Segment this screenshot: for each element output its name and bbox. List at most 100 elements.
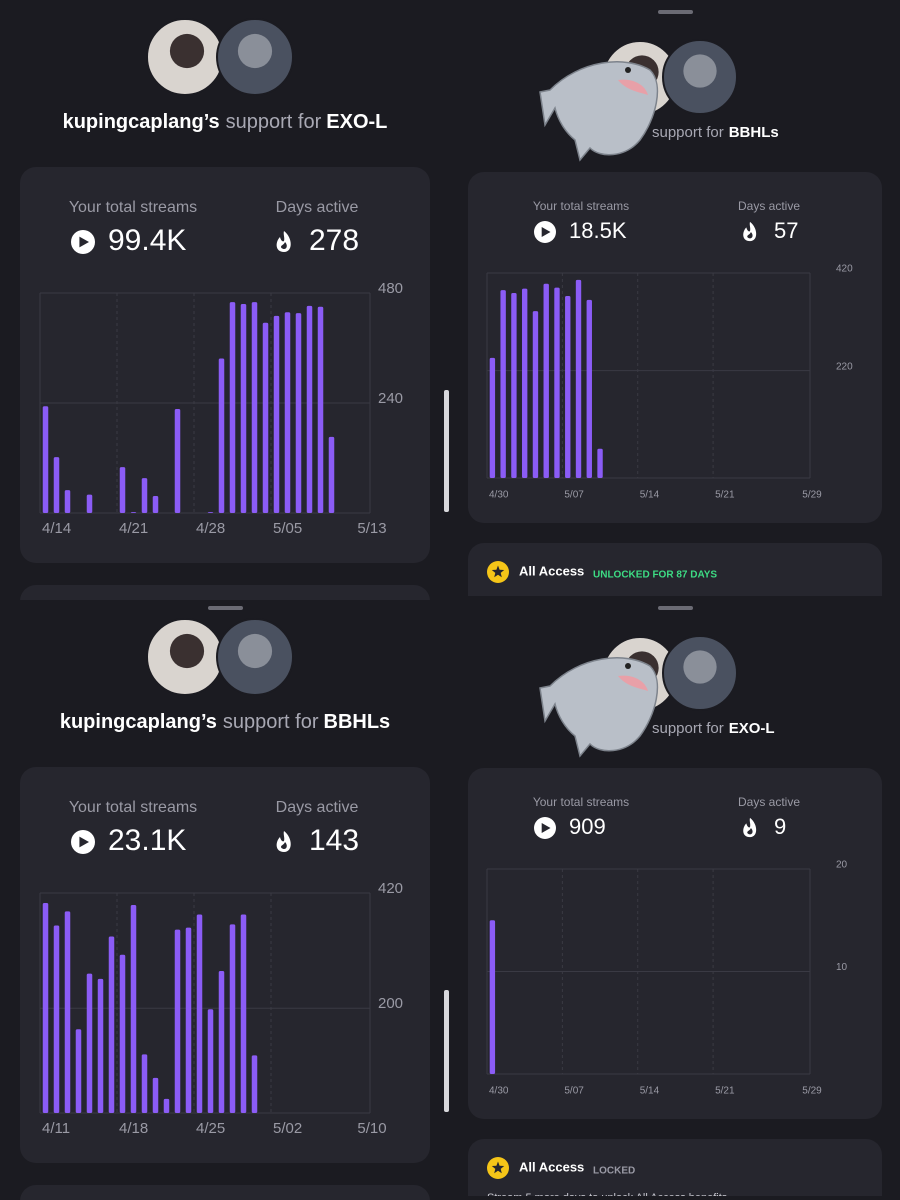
bar [207, 512, 214, 513]
bar [284, 312, 291, 513]
panel: kupingcaplang’s support for EXO-L Your tota… [0, 0, 450, 600]
bar [565, 295, 571, 478]
bar [141, 478, 148, 513]
x-tick-label: 4/11 [42, 1120, 70, 1137]
sheet-handle [208, 606, 243, 610]
y-tick-label: 200 [378, 995, 403, 1012]
x-tick-label: 4/14 [42, 520, 71, 537]
fandom: BBHLs [729, 124, 779, 141]
username: kupingcaplang’s [60, 711, 217, 733]
y-tick-label: 420 [378, 880, 403, 897]
bar [575, 279, 582, 478]
bar [86, 494, 93, 513]
bar [262, 322, 269, 513]
x-tick-label: 5/07 [564, 1086, 584, 1097]
panel: kupingcaplang’s support for BBHLs Your tota… [0, 600, 450, 1200]
bar [97, 978, 104, 1113]
x-tick-label: 4/18 [119, 1120, 148, 1137]
bar [64, 911, 71, 1113]
flame-icon [276, 231, 291, 252]
bar [229, 302, 236, 513]
next-card [20, 1185, 430, 1200]
scroll-indicator [444, 390, 449, 512]
bar [152, 496, 159, 513]
stat-value: 18.5K [569, 218, 627, 243]
scroll-indicator [444, 990, 449, 1112]
bar [273, 315, 280, 513]
x-tick-label: 5/29 [802, 490, 822, 501]
bar [240, 914, 247, 1113]
support-text: support for [652, 720, 724, 737]
flame-icon [276, 831, 291, 852]
bar [328, 436, 335, 513]
stats-card [20, 767, 430, 1163]
header: kupingcaplang’s support for BBHLs [60, 711, 390, 733]
fandom: EXO-L [729, 720, 775, 737]
bar [306, 305, 313, 513]
bar [174, 929, 181, 1113]
bar [207, 1009, 214, 1113]
stat-value: 23.1K [108, 824, 186, 857]
x-tick-label: 5/21 [715, 1086, 735, 1097]
bar [53, 925, 60, 1113]
bar [251, 302, 258, 513]
stat-label: Days active [738, 199, 800, 213]
x-tick-label: 4/30 [489, 1086, 509, 1097]
fandom: BBHLs [324, 711, 391, 733]
x-tick-label: 5/14 [640, 1086, 660, 1097]
stat-value: 143 [309, 824, 359, 857]
avatar-face [683, 650, 717, 684]
bar [554, 287, 560, 478]
sheet-handle [658, 10, 693, 14]
play-triangle [541, 227, 551, 237]
bar [185, 927, 192, 1113]
bar [240, 304, 247, 513]
next-card [20, 585, 430, 600]
bar [597, 448, 603, 478]
access-status: LOCKED [593, 1166, 635, 1177]
stat-value: 9 [774, 814, 786, 839]
x-tick-label: 4/21 [119, 520, 148, 537]
bar [130, 905, 137, 1113]
shark-eye [625, 67, 631, 73]
fandom: EXO-L [326, 111, 387, 133]
x-tick-label: 5/13 [357, 520, 386, 537]
bar [532, 311, 539, 478]
access-card [468, 543, 882, 600]
play-triangle [541, 823, 551, 833]
stat-label: Your total streams [533, 199, 629, 213]
avatar-face [169, 633, 205, 669]
bar [119, 954, 126, 1113]
panel: support for BBHLs Your total streams Days a… [450, 0, 900, 600]
stat-value: 909 [569, 814, 606, 839]
y-tick-label: 10 [836, 962, 848, 973]
stat-label: Days active [276, 799, 359, 816]
header: support for EXO-L [652, 720, 775, 737]
bar [229, 924, 236, 1113]
bar [500, 290, 506, 478]
access-title: All Access [519, 563, 584, 578]
stat-value: 99.4K [108, 224, 186, 257]
bar [42, 406, 49, 513]
stat-label: Your total streams [69, 799, 197, 816]
bar [511, 293, 517, 478]
stats-card [468, 768, 882, 1119]
bar [586, 299, 592, 478]
avatar-face [237, 633, 273, 669]
avatar-face [169, 33, 205, 69]
y-tick-label: 220 [836, 361, 853, 372]
stat-value: 278 [309, 224, 359, 257]
flame-icon [743, 817, 757, 838]
bar [521, 288, 528, 478]
access-status: UNLOCKED FOR 87 DAYS [593, 570, 717, 581]
bar [119, 467, 126, 513]
username: kupingcaplang’s [63, 111, 220, 133]
y-tick-label: 480 [378, 280, 403, 297]
x-tick-label: 5/14 [640, 490, 660, 501]
support-text: support for [223, 711, 319, 733]
bar [543, 283, 549, 478]
x-tick-label: 4/25 [196, 1120, 225, 1137]
y-tick-label: 240 [378, 390, 403, 407]
sheet-handle [658, 606, 693, 610]
